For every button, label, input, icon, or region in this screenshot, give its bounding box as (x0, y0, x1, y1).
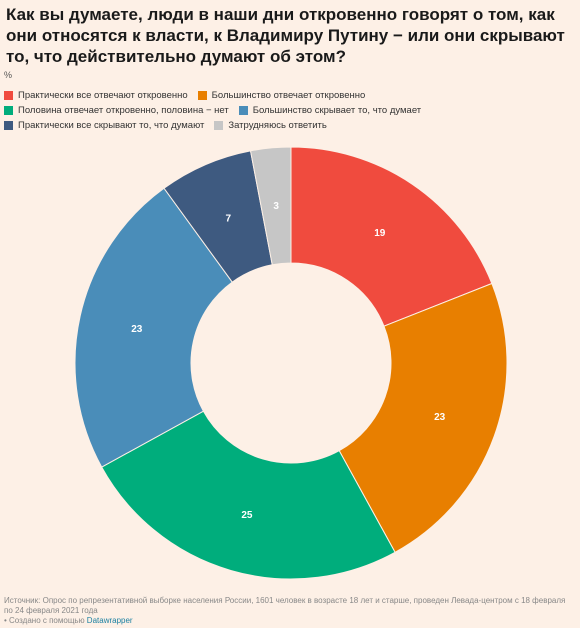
datawrapper-link[interactable]: Datawrapper (86, 616, 133, 625)
legend-label: Половина отвечает откровенно, половина −… (18, 104, 229, 116)
legend-item: Затрудняюсь ответить (214, 119, 327, 131)
legend-label: Практически все скрывают то, что думают (18, 119, 205, 131)
donut-slice (74, 187, 233, 468)
slice-value-label: 19 (374, 228, 386, 239)
legend-swatch (214, 120, 224, 130)
donut-slice (338, 282, 508, 553)
donut-slice (249, 146, 292, 266)
slice-value-label: 23 (131, 324, 143, 335)
legend-label: Большинство скрывает то, что думает (252, 104, 422, 116)
slice-value-label: 7 (225, 213, 231, 224)
credit-line: • Создано с помощью Datawrapper (4, 616, 576, 626)
legend: Практически все отвечают откровенно Боль… (4, 88, 574, 133)
legend-label: Затрудняюсь ответить (228, 119, 327, 131)
legend-swatch (197, 90, 207, 100)
legend-item: Практически все отвечают откровенно (4, 90, 188, 101)
legend-item: Большинство отвечает откровенно (197, 89, 366, 101)
source-note: Источник: Опрос по репрезентативной выбо… (4, 596, 566, 615)
legend-item: Большинство скрывает то, что думает (238, 104, 422, 116)
donut-slice (101, 410, 396, 580)
legend-swatch (4, 105, 13, 115)
chart-title: Как вы думаете, люди в наши дни откровен… (6, 5, 565, 66)
footer: Источник: Опрос по репрезентативной выбо… (4, 596, 576, 626)
donut-chart: 19 23 25 23 7 3 (74, 146, 508, 580)
legend-item: Практически все скрывают то, что думают (4, 120, 204, 131)
legend-swatch (238, 105, 248, 115)
slice-value-label: 23 (434, 412, 446, 423)
legend-item: Половина отвечает откровенно, половина −… (4, 105, 229, 116)
donut-slice (290, 146, 493, 327)
unit-label: % (4, 70, 13, 80)
legend-swatch (4, 120, 13, 130)
credit-prefix: • Создано с помощью (4, 616, 85, 625)
legend-label: Большинство отвечает откровенно (211, 89, 366, 101)
slice-value-label: 3 (273, 201, 279, 212)
legend-swatch (4, 90, 13, 100)
legend-label: Практически все отвечают откровенно (18, 89, 188, 101)
slice-value-label: 25 (241, 510, 253, 521)
